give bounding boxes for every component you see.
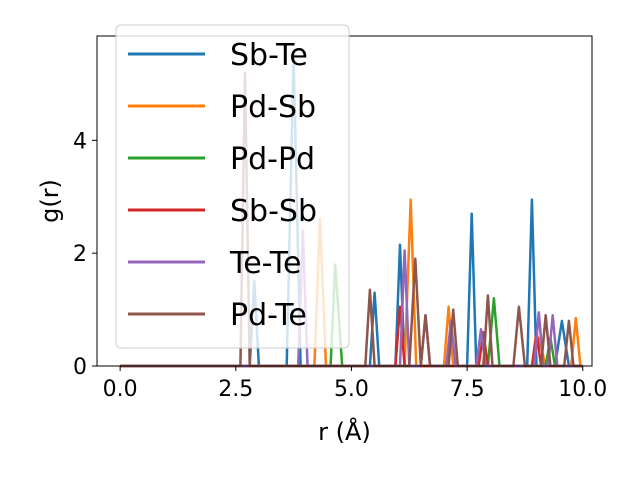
y-axis-ticks: 0 2 4: [73, 129, 97, 380]
legend-entry: Sb-Sb: [230, 194, 317, 229]
x-axis-ticks: 0.0 2.5 5.0 7.5 10.0: [103, 366, 607, 402]
x-tick-label: 0.0: [103, 377, 138, 402]
y-tick-label: 2: [73, 242, 87, 267]
y-tick-label: 4: [73, 129, 87, 154]
legend-entry: Pd-Sb: [230, 90, 316, 125]
series-line-sb-sb: [120, 305, 583, 368]
series-line-pd-te: [120, 71, 583, 368]
x-tick-label: 2.5: [218, 377, 253, 402]
x-axis-label: r (Å): [318, 417, 371, 446]
x-tick-label: 5.0: [334, 377, 369, 402]
legend-entry: Pd-Te: [230, 298, 307, 333]
legend-entry: Sb-Te: [230, 38, 308, 73]
x-tick-label: 7.5: [450, 377, 485, 402]
y-tick-label: 0: [73, 355, 87, 380]
y-axis-label: g(r): [36, 179, 64, 223]
x-tick-label: 10.0: [558, 377, 607, 402]
legend: Sb-Te Pd-Sb Pd-Pd Sb-Sb Te-Te Pd-Te: [115, 24, 350, 349]
legend-entry: Pd-Pd: [230, 142, 315, 177]
legend-entry: Te-Te: [229, 246, 301, 281]
